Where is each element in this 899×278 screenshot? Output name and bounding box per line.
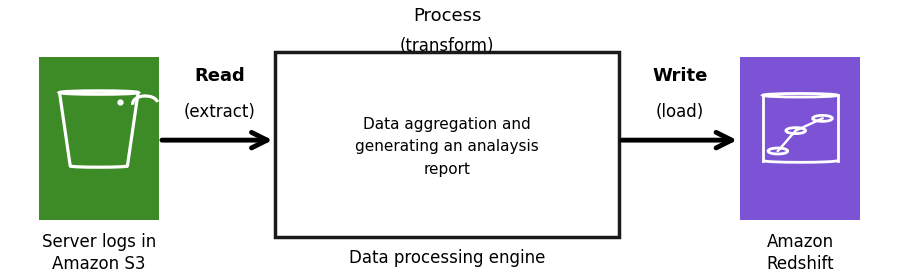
Text: Server logs in: Server logs in — [41, 233, 156, 251]
Text: Data processing engine: Data processing engine — [349, 249, 546, 267]
Text: Redshift: Redshift — [766, 255, 834, 273]
FancyBboxPatch shape — [740, 57, 860, 220]
Text: Amazon: Amazon — [767, 233, 833, 251]
Text: (transform): (transform) — [400, 37, 494, 55]
FancyBboxPatch shape — [275, 52, 619, 237]
Text: (extract): (extract) — [184, 103, 256, 121]
Text: (load): (load) — [656, 103, 704, 121]
Text: Read: Read — [194, 67, 245, 85]
FancyBboxPatch shape — [39, 57, 159, 220]
Text: Data aggregation and
generating an analaysis
report: Data aggregation and generating an anala… — [355, 117, 539, 177]
Text: Process: Process — [413, 8, 482, 25]
Text: Amazon S3: Amazon S3 — [52, 255, 146, 273]
Text: Write: Write — [653, 67, 708, 85]
